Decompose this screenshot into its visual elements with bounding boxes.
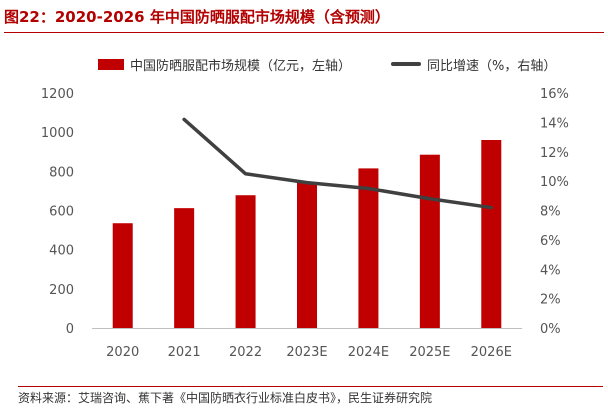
line-series	[182, 117, 494, 210]
right-tick-label: 6%	[540, 234, 561, 249]
bar	[174, 208, 195, 328]
line-point	[305, 181, 309, 185]
left-tick-label: 1000	[41, 126, 74, 141]
left-tick-label: 800	[49, 165, 74, 180]
legend: 中国防晒服配市场规模（亿元，左轴） 同比增速（%，右轴）	[98, 54, 556, 74]
line-point	[428, 197, 432, 201]
line-point	[182, 117, 186, 121]
right-tick-label: 14%	[540, 116, 569, 131]
x-tick-label: 2022	[229, 345, 262, 360]
left-tick-label: 400	[49, 244, 74, 259]
bar	[297, 182, 317, 328]
bar	[358, 168, 379, 328]
right-tick-label: 10%	[540, 175, 569, 190]
x-axis: 2020 2021 2022 2023E 2024E 2025E 2026E	[92, 328, 522, 360]
left-tick-label: 1200	[41, 87, 74, 102]
bar	[481, 140, 502, 328]
right-tick-label: 8%	[540, 205, 561, 220]
bar	[419, 154, 440, 328]
line-point	[366, 186, 370, 190]
right-tick-label: 12%	[540, 146, 569, 161]
legend-item-line: 同比增速（%，右轴）	[391, 55, 556, 74]
legend-item-bar: 中国防晒服配市场规模（亿元，左轴）	[98, 55, 351, 74]
right-tick-label: 0%	[540, 322, 561, 337]
right-tick-label: 4%	[540, 263, 561, 278]
line-point	[244, 172, 248, 176]
legend-line-swatch	[391, 62, 422, 66]
left-tick-label: 200	[49, 283, 74, 298]
line-point	[489, 206, 493, 210]
x-tick-label: 2025E	[409, 345, 450, 360]
legend-bar-swatch	[98, 58, 124, 70]
legend-line-label: 同比增速（%，右轴）	[427, 58, 557, 74]
growth-line	[182, 117, 494, 210]
figure-title: 图22：2020-2026 年中国防晒服配市场规模（含预测）	[4, 2, 604, 33]
source-note: 资料来源：艾瑞咨询、蕉下著《中国防晒衣行业标准白皮书》，民生证券研究院	[18, 386, 603, 409]
left-axis: 0 200 400 600 800 1000 1200	[41, 87, 74, 337]
right-tick-label: 2%	[540, 293, 561, 308]
x-tick-label: 2024E	[348, 345, 389, 360]
left-tick-label: 600	[49, 205, 74, 220]
x-tick-label: 2021	[168, 345, 201, 360]
right-axis: 0% 2% 4% 6% 8% 10% 12% 14% 16%	[540, 87, 569, 337]
bar	[235, 195, 256, 328]
x-tick-label: 2023E	[286, 345, 327, 360]
legend-bar-label: 中国防晒服配市场规模（亿元，左轴）	[130, 58, 352, 74]
x-tick-label: 2020	[106, 345, 139, 360]
right-tick-label: 16%	[540, 87, 569, 102]
left-tick-label: 0	[66, 322, 74, 337]
bar	[112, 223, 133, 328]
x-tick-label: 2026E	[471, 345, 512, 360]
bar-series	[112, 140, 502, 328]
